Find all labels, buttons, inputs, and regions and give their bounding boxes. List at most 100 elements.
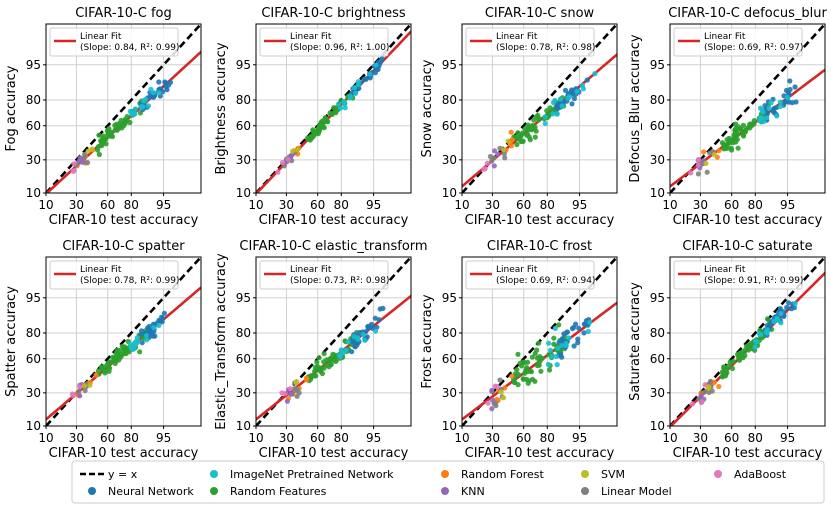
data-point [546, 367, 553, 373]
data-point [729, 365, 736, 372]
x-axis-label: CIFAR-10 test accuracy [673, 446, 823, 461]
y-tick-label: 10 [650, 419, 665, 433]
legend-label: Neural Network [108, 485, 194, 498]
data-point [519, 130, 526, 136]
data-point [520, 376, 527, 382]
legend-swatch [581, 470, 589, 478]
data-point [77, 155, 83, 161]
data-point [516, 136, 522, 142]
data-point [770, 108, 776, 114]
data-point [765, 316, 771, 322]
data-point [536, 362, 542, 368]
fit-legend: Linear Fit(Slope: 0.78, R²: 0.99) [49, 260, 179, 290]
fit-legend: Linear Fit(Slope: 0.78, R²: 0.98) [465, 27, 595, 57]
data-point [707, 378, 714, 384]
data-point [787, 86, 793, 93]
data-point [321, 365, 327, 371]
data-point [323, 116, 329, 123]
data-point [160, 89, 166, 95]
data-point [294, 393, 300, 399]
data-point [571, 343, 577, 349]
y-tick-label: 80 [650, 326, 665, 340]
data-point [355, 82, 362, 88]
data-point [106, 126, 112, 132]
data-point [89, 146, 95, 152]
subplot-title: CIFAR-10-C saturate [682, 239, 812, 254]
data-point [337, 354, 343, 360]
data-point [308, 133, 314, 139]
data-point [735, 145, 741, 151]
data-point [735, 351, 741, 357]
data-point [542, 120, 548, 127]
fit-legend-box [49, 260, 179, 290]
y-tick-label: 95 [236, 58, 251, 72]
data-point [522, 126, 528, 132]
data-point [489, 406, 495, 412]
fit-legend-label: Linear Fit [80, 32, 122, 42]
data-point [98, 142, 104, 149]
plot-area [256, 257, 411, 426]
data-point [721, 146, 727, 152]
y-tick-label: 60 [442, 119, 457, 133]
subplot-5: 10 30 60 80 95 10 30 60 80 95 CIFAR-10-C spatter CI… [4, 239, 202, 461]
y-tick-label: 60 [442, 352, 457, 366]
data-point [757, 105, 764, 111]
data-point [116, 357, 122, 363]
legend-item-random-forest: Random Forest [441, 468, 544, 481]
x-tick-label: 10 [662, 431, 677, 445]
data-point [784, 94, 791, 101]
data-point [585, 328, 591, 335]
data-point [376, 317, 382, 323]
y-tick-label: 95 [442, 291, 457, 305]
data-point [129, 111, 135, 117]
y-tick-label: 10 [442, 419, 457, 433]
plot-area [670, 24, 825, 193]
data-point [148, 330, 154, 336]
y-axis-label: Saturate accuracy [628, 282, 643, 401]
x-tick-label: 10 [248, 431, 263, 445]
data-point [501, 395, 507, 401]
data-point [485, 400, 491, 406]
data-point [117, 120, 123, 126]
data-point [321, 351, 327, 357]
x-tick-label: 10 [662, 198, 677, 212]
data-point [791, 305, 798, 311]
data-point [545, 110, 552, 116]
legend-swatch [210, 487, 218, 495]
data-point [484, 160, 490, 166]
plot-area [462, 24, 617, 193]
x-tick-label: 30 [279, 431, 294, 445]
fit-legend-label: Linear Fit [290, 265, 332, 275]
data-point [345, 339, 351, 345]
data-point [571, 324, 577, 331]
data-point [77, 384, 83, 390]
data-point [764, 111, 771, 117]
y-axis-label: Defocus_Blur accuracy [628, 34, 643, 182]
x-axis-label: CIFAR-10 test accuracy [465, 446, 615, 461]
data-point [724, 370, 730, 376]
x-tick-label: 60 [516, 198, 531, 212]
data-point [525, 380, 531, 386]
data-point [742, 127, 748, 133]
subplot-8: 10 30 60 80 95 10 30 60 80 95 CIFAR-10-C saturate C… [628, 239, 826, 461]
legend-swatch [441, 487, 449, 495]
data-point [143, 333, 149, 339]
data-point [118, 353, 124, 359]
data-point [551, 335, 557, 341]
fit-legend-box [673, 260, 803, 290]
data-point [727, 359, 733, 365]
data-point [161, 310, 167, 316]
data-point [554, 362, 560, 368]
y-axis-label: Frost accuracy [420, 294, 435, 389]
data-point [498, 389, 504, 395]
data-point [747, 344, 753, 350]
subplot-title: CIFAR-10-C elastic_transform [239, 239, 427, 254]
data-point [378, 58, 384, 64]
data-point [509, 373, 515, 379]
fit-legend: Linear Fit(Slope: 0.84, R²: 0.99) [49, 27, 179, 57]
y-axis-label: Snow accuracy [420, 59, 435, 157]
legend-swatch [88, 487, 96, 495]
fit-legend: Linear Fit(Slope: 0.96, R²: 1.00) [259, 27, 389, 57]
data-point [711, 152, 717, 158]
axes-frame [461, 256, 618, 427]
